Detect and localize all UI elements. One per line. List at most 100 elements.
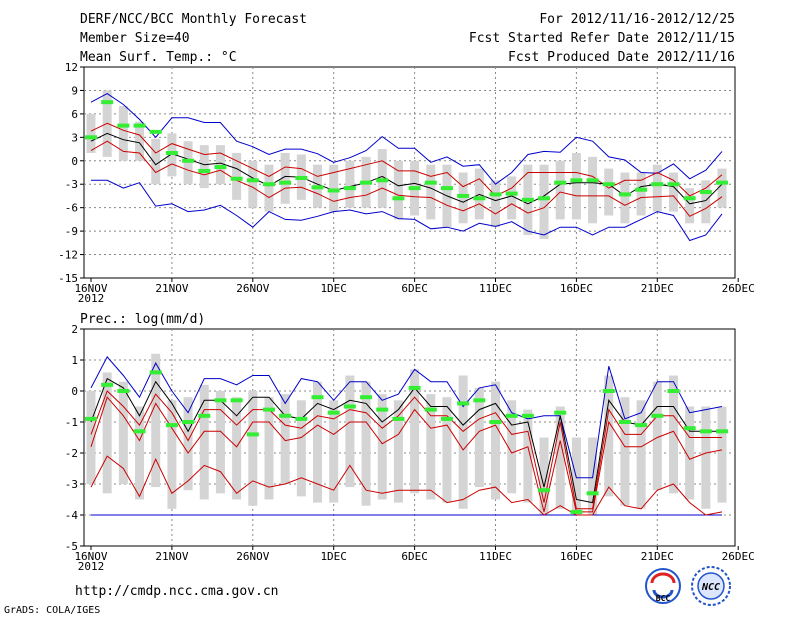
ncc-logo: NCC <box>691 566 731 606</box>
prec-median-marker <box>538 488 551 493</box>
prec-median-marker <box>376 407 389 412</box>
temp-spread-box <box>135 121 145 161</box>
prec-spread-box <box>523 409 533 503</box>
temp-mean-line <box>90 132 723 205</box>
prec-median-marker <box>716 429 729 434</box>
prec-median-marker <box>246 432 259 437</box>
temp-median-marker <box>311 185 324 190</box>
prec-spread-box <box>102 372 112 494</box>
temp-xtick-label: 26DEC <box>722 282 755 295</box>
temp-max-line <box>90 93 723 185</box>
prec-spread-box <box>377 394 387 500</box>
prec-median-marker <box>521 413 534 418</box>
prec-median-marker <box>198 413 211 418</box>
prec-median-marker <box>214 398 227 403</box>
prec-upper-line <box>90 390 722 510</box>
grads-credit: GrADS: COLA/IGES <box>4 605 100 616</box>
prec-ytick-label: 1 <box>71 354 78 367</box>
temp-spread-box <box>604 168 614 216</box>
prec-spread-box <box>135 406 145 500</box>
prec-spread-box <box>426 394 436 500</box>
temp-ytick-label: -9 <box>65 225 78 238</box>
temp-spread-box <box>491 180 500 228</box>
temp-ytick-label: -15 <box>58 272 78 285</box>
prec-spread-box <box>329 400 339 503</box>
temp-xtick-label: 21DEC <box>641 282 674 295</box>
temp-median-marker <box>505 191 518 196</box>
temp-spread-box <box>118 106 128 161</box>
prec-spread-box <box>717 406 727 503</box>
prec-xtick-label: 1DEC <box>320 550 347 563</box>
temp-median-marker <box>424 180 437 185</box>
temp-median-marker <box>279 180 292 185</box>
temp-median-marker <box>133 123 146 128</box>
prec-median-marker <box>165 423 178 428</box>
temp-median-marker <box>149 129 162 134</box>
temp-median-marker <box>343 186 356 191</box>
variable-label: Mean Surf. Temp.: °C <box>80 50 237 65</box>
ncc-logo-globe-icon <box>697 572 725 600</box>
ncc-logo-text: NCC <box>701 582 720 593</box>
prec-spread-box <box>199 384 209 500</box>
temp-median-marker <box>716 180 729 185</box>
temp-spread-box <box>507 176 517 220</box>
temp-median-marker <box>408 186 421 191</box>
temp-median-marker <box>586 178 599 183</box>
temp-xtick-label: 1DEC <box>320 282 347 295</box>
temp-spread-box <box>393 160 403 220</box>
prec-spread-box <box>167 400 177 509</box>
temp-median-marker <box>570 178 583 183</box>
temp-ytick-label: 12 <box>65 61 78 74</box>
temp-upper-line <box>90 122 723 197</box>
prec-spread-box <box>491 381 500 500</box>
temp-xtick-label: 6DEC <box>401 282 428 295</box>
temp-median-marker <box>214 165 227 170</box>
temp-ytick-label: -6 <box>65 202 78 215</box>
temp-median-marker <box>618 192 631 197</box>
temp-median-marker <box>457 193 470 198</box>
prec-year-label: 2012 <box>78 560 105 573</box>
temp-median-marker <box>440 186 453 191</box>
prec-max-line <box>90 356 723 479</box>
prec-median-marker <box>699 429 712 434</box>
bcc-logo-swirl-icon <box>650 572 676 584</box>
temp-spread-box <box>717 168 727 208</box>
prec-spread-box <box>296 400 306 497</box>
prec-spread-box <box>264 397 274 500</box>
prec-spread-box <box>458 375 468 509</box>
prec-median-marker <box>279 413 292 418</box>
prec-spread-box <box>86 391 96 484</box>
prec-ytick-label: -4 <box>65 509 79 522</box>
prec-median-marker <box>295 416 308 421</box>
temp-spread-box <box>86 113 96 153</box>
temp-spread-box <box>151 138 161 185</box>
prec-spread-box <box>701 406 711 509</box>
bcc-logo-text: BCC <box>656 594 671 603</box>
temp-spread-box <box>426 164 436 220</box>
prec-spread-box <box>652 381 662 491</box>
prec-median-marker <box>133 429 146 434</box>
temp-median-marker <box>165 150 178 155</box>
prec-spread-box <box>313 381 323 503</box>
temp-median-marker <box>683 196 696 201</box>
temp-median-marker <box>85 135 97 140</box>
temp-median-marker <box>376 178 389 183</box>
temp-median-marker <box>230 176 243 181</box>
temp-spread-box <box>701 180 711 224</box>
prec-median-marker <box>424 407 437 412</box>
prec-spread-box <box>183 397 193 491</box>
temp-spread-box <box>685 188 695 224</box>
temp-spread-box <box>199 145 209 189</box>
prec-median-marker <box>618 420 631 424</box>
prec-spread-box <box>393 400 403 503</box>
precip-panel-title: Prec.: log(mm/d) <box>80 312 205 327</box>
prec-ytick-label: -5 <box>65 540 78 553</box>
prec-xtick-label: 21DEC <box>641 550 674 563</box>
temp-spread-box <box>652 164 662 212</box>
prec-spread-box <box>280 394 290 484</box>
prec-median-marker <box>667 389 680 393</box>
temp-median-marker <box>651 182 664 187</box>
prec-median-marker <box>570 509 583 514</box>
temp-ytick-label: 9 <box>71 84 78 97</box>
